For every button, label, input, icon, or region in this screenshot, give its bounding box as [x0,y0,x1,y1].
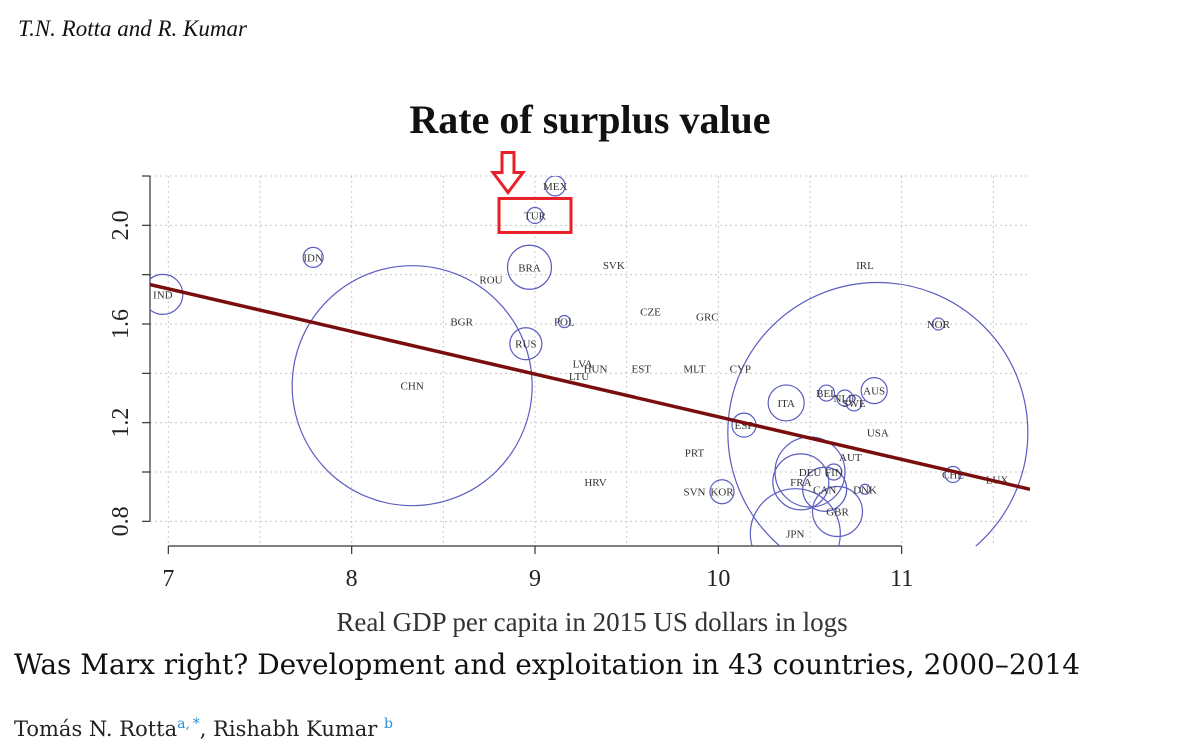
chart-title: Rate of surplus value [409,97,771,142]
point-label-jpn: JPN [786,529,804,541]
point-label-dnk: DNK [853,484,877,496]
point-label-chn: CHN [401,381,424,393]
axes: 0.8 1.2 1.6 2.0 7 8 9 10 11 [108,175,913,592]
bubble-usa [727,281,1029,546]
point-label-idn: IDN [303,252,323,264]
bubble-nld [836,389,854,407]
country-labels: IND IDN BGR CHN MEX TUR BRA ROU SVK POL CZE GRC RUS L… [153,181,1008,541]
y-tick-label: 1.6 [108,309,134,339]
point-label-gbr: GBR [826,506,849,518]
point-label-aus: AUS [863,386,885,398]
bubble-bra [506,244,553,290]
scatter-chart: 0.8 1.2 1.6 2.0 7 8 9 10 11 IND IDN BGR CHN MEX TUR BR… [108,150,1030,637]
author-separator: , [199,717,214,741]
bubble-nor [931,317,945,331]
point-label-kor: KOR [710,487,734,499]
bubble-dnk [859,483,871,495]
bubble-tur [526,206,544,225]
point-label-mlt: MLT [683,363,705,375]
point-label-pol: POL [554,317,575,329]
bubble-bel [817,384,836,402]
trend-line [150,282,1030,491]
x-tick-label: 10 [706,566,730,592]
point-label-nld: NLD [834,393,857,405]
x-tick-label: 8 [346,566,358,592]
point-label-can: CAN [813,484,836,496]
x-tick-label: 11 [890,566,913,592]
point-label-cze: CZE [640,307,661,319]
point-label-grc: GRC [696,312,719,324]
y-tick-label: 2.0 [108,210,134,240]
point-label-lva: LVA [573,358,593,370]
point-label-bra: BRA [518,262,541,274]
paper-title: Was Marx right? Development and exploita… [14,648,1081,681]
y-tick-label: 1.2 [108,408,134,438]
x-tick-label: 7 [162,566,174,592]
point-label-ltu: LTU [569,371,589,383]
bubble-aus [860,377,888,405]
point-label-fra: FRA [790,477,811,489]
point-label-usa: USA [867,428,889,440]
point-label-tur: TUR [524,210,547,222]
bubble-fin [825,463,843,481]
bubble-ind [150,273,184,315]
point-label-mex: MEX [543,181,568,193]
point-label-nor: NOR [927,319,951,331]
author-1-affiliation[interactable]: a, * [177,716,200,732]
point-label-deu: DEU [799,467,822,479]
highlight-box [497,196,573,234]
bubble-idn [302,246,324,268]
bubble-ita [767,384,805,422]
point-label-hrv: HRV [584,477,606,489]
highlight-annotation [490,150,573,234]
bubble-rus [509,327,543,361]
bubble-fra [772,453,830,511]
grid-lines [150,175,1030,546]
point-label-rus: RUS [515,339,536,351]
point-label-prt: PRT [685,447,705,459]
bubble-gbr [811,485,864,538]
point-label-svn: SVN [683,487,705,499]
trend-line-group [150,282,1030,491]
bubble-kor [709,479,735,505]
bubble-jpn [749,488,841,546]
point-label-aut: AUT [839,452,862,464]
bubble-mex [544,176,566,197]
point-label-hun: HUN [584,363,608,375]
point-label-ind: IND [153,289,173,301]
down-arrow-icon [490,150,526,195]
y-tick-label: 0.8 [108,506,134,536]
bubble-swe [845,394,863,412]
bubble-pol [557,314,571,329]
point-label-bel: BEL [816,388,837,400]
point-label-svk: SVK [603,260,625,272]
point-label-swe: SWE [842,398,866,410]
x-tick-label: 9 [529,566,541,592]
point-label-fin: FIN [825,467,843,479]
point-label-irl: IRL [856,260,874,272]
point-label-cyp: CYP [730,363,751,375]
author-2-affiliation[interactable]: b [384,716,393,732]
point-label-rou: ROU [479,275,502,287]
bubbles [150,176,1029,546]
paper-authors: Tomás N. Rottaa, *, Rishabh Kumar b [14,716,393,741]
bubble-chn [291,265,533,507]
running-header-authors: T.N. Rotta and R. Kumar [18,16,247,41]
author-2-name: Rishabh Kumar [213,717,378,741]
x-axis-label: Real GDP per capita in 2015 US dollars i… [336,607,847,637]
author-1-name: Tomás N. Rotta [14,717,178,741]
point-label-ita: ITA [777,398,795,410]
point-label-bgr: BGR [450,317,473,329]
point-label-est: EST [632,363,652,375]
